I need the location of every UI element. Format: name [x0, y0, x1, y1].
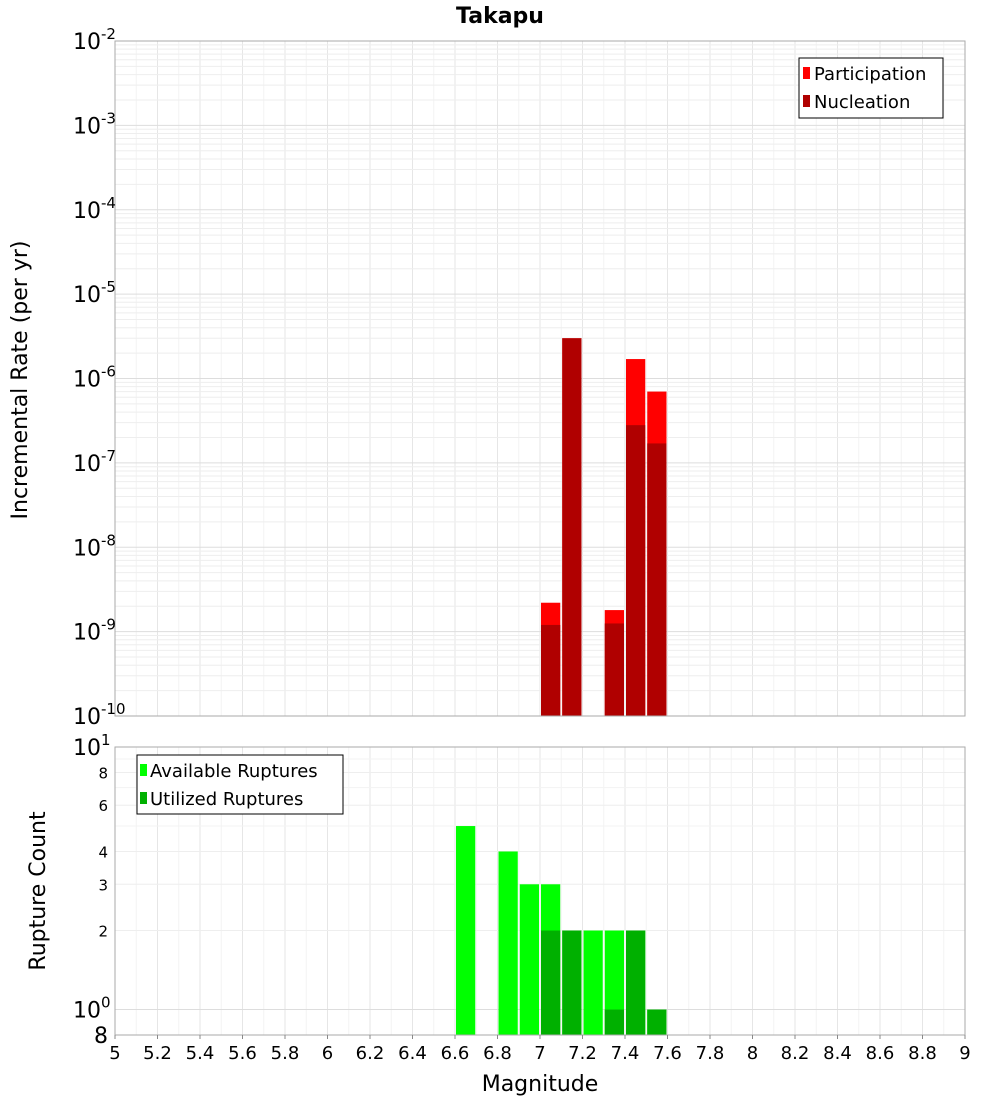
utilized-ruptures-bar: [626, 930, 646, 1035]
nucleation-bar: [626, 425, 646, 716]
bottom-y-axis-label: Rupture Count: [26, 811, 51, 971]
top-y-axis-label: Incremental Rate (per yr): [8, 241, 33, 520]
available-ruptures-bar: [604, 930, 624, 1035]
nucleation-bar: [604, 623, 624, 716]
x-tick-label: 8.8: [908, 1043, 937, 1064]
x-tick-label: 8.4: [823, 1043, 852, 1064]
top-y-tick-label: 10-6: [73, 363, 116, 393]
nucleation-bar: [647, 443, 667, 716]
x-tick-label: 6.4: [398, 1043, 427, 1064]
top-y-tick-label: 10-7: [73, 447, 116, 477]
bottom-y-tick-label-major: 101: [73, 731, 111, 761]
bottom-x-ticks: 5 5.2 5.4 5.6 5.8 6 6.2 6.4 6.6 6.8 7 7.2 7.4 7.6 7.8 8…: [109, 1035, 971, 1064]
bottom-y-tick-label-minor: 8: [98, 764, 108, 782]
top-y-tick-label: 10-10: [73, 700, 126, 730]
top-y-tick-label: 10-3: [73, 109, 116, 139]
x-tick-label: 8.6: [866, 1043, 895, 1064]
x-tick-label: 5.2: [143, 1043, 172, 1064]
x-tick-label: 5.8: [271, 1043, 300, 1064]
x-tick-label: 5.4: [186, 1043, 215, 1064]
x-tick-label: 7.4: [611, 1043, 640, 1064]
top-y-tick-label: 10-2: [73, 25, 116, 55]
bottom-y-tick-label-minor: 4: [98, 843, 108, 861]
legend-swatch-utilized-ruptures: [140, 792, 147, 804]
legend-label-nucleation: Nucleation: [814, 92, 910, 113]
legend-swatch-available-ruptures: [140, 764, 147, 776]
top-legend-box: [798, 57, 944, 119]
bottom-y-tick-label-minor: 2: [98, 923, 108, 941]
x-tick-label: 7: [534, 1043, 545, 1064]
legend-swatch-participation: [803, 67, 810, 79]
x-tick-label: 6.2: [356, 1043, 385, 1064]
x-axis-label: Magnitude: [482, 1072, 599, 1097]
top-grid: [114, 40, 966, 717]
x-tick-label: 6.6: [441, 1043, 470, 1064]
utilized-ruptures-bar: [541, 930, 561, 1035]
utilized-ruptures-bar: [562, 930, 582, 1035]
utilized-ruptures-bar: [604, 1009, 624, 1035]
available-ruptures-bar: [583, 930, 603, 1035]
nucleation-bar: [562, 338, 582, 716]
utilized-ruptures-bar: [647, 1009, 667, 1035]
top-chart-title: Takapu: [456, 4, 544, 29]
x-tick-label: 5: [109, 1043, 120, 1064]
bottom-y-tick-label-minor: 3: [98, 876, 108, 894]
x-tick-label: 7.6: [653, 1043, 682, 1064]
nucleation-bar: [541, 624, 561, 716]
x-tick-label: 6.8: [483, 1043, 512, 1064]
top-legend: Participation Nucleation: [798, 57, 944, 119]
available-ruptures-bar: [456, 826, 476, 1035]
bottom-legend-box: [136, 754, 344, 815]
x-tick-label: 7.2: [568, 1043, 597, 1064]
x-tick-label: 8: [747, 1043, 758, 1064]
x-tick-label: 9: [959, 1043, 970, 1064]
top-y-tick-label: 10-5: [73, 278, 116, 308]
x-tick-label: 5.6: [228, 1043, 257, 1064]
bottom-y-tick-label-minor: 8: [94, 1024, 108, 1049]
available-ruptures-bar: [498, 851, 518, 1035]
top-y-tick-label: 10-9: [73, 616, 116, 646]
legend-label-available-ruptures: Available Ruptures: [150, 761, 318, 782]
legend-swatch-nucleation: [803, 95, 810, 107]
bottom-bars: [456, 826, 667, 1035]
available-ruptures-bar: [519, 884, 539, 1035]
top-plot-frame: [114, 40, 966, 717]
bottom-y-tick-label-major: 100: [73, 994, 111, 1024]
legend-label-utilized-ruptures: Utilized Ruptures: [150, 789, 303, 810]
x-tick-label: 8.2: [781, 1043, 810, 1064]
top-y-ticks: 10-10 10-9 10-8 10-7 10-6 10-5 10-4 10-3 10-2: [73, 25, 126, 730]
x-tick-label: 7.8: [696, 1043, 725, 1064]
legend-label-participation: Participation: [814, 64, 926, 85]
top-y-tick-label: 10-4: [73, 194, 116, 224]
bottom-y-tick-label-minor: 6: [98, 797, 108, 815]
top-bars: [541, 338, 667, 716]
x-tick-label: 6: [322, 1043, 333, 1064]
top-y-tick-label: 10-8: [73, 531, 116, 561]
bottom-legend: Available Ruptures Utilized Ruptures: [136, 754, 344, 815]
